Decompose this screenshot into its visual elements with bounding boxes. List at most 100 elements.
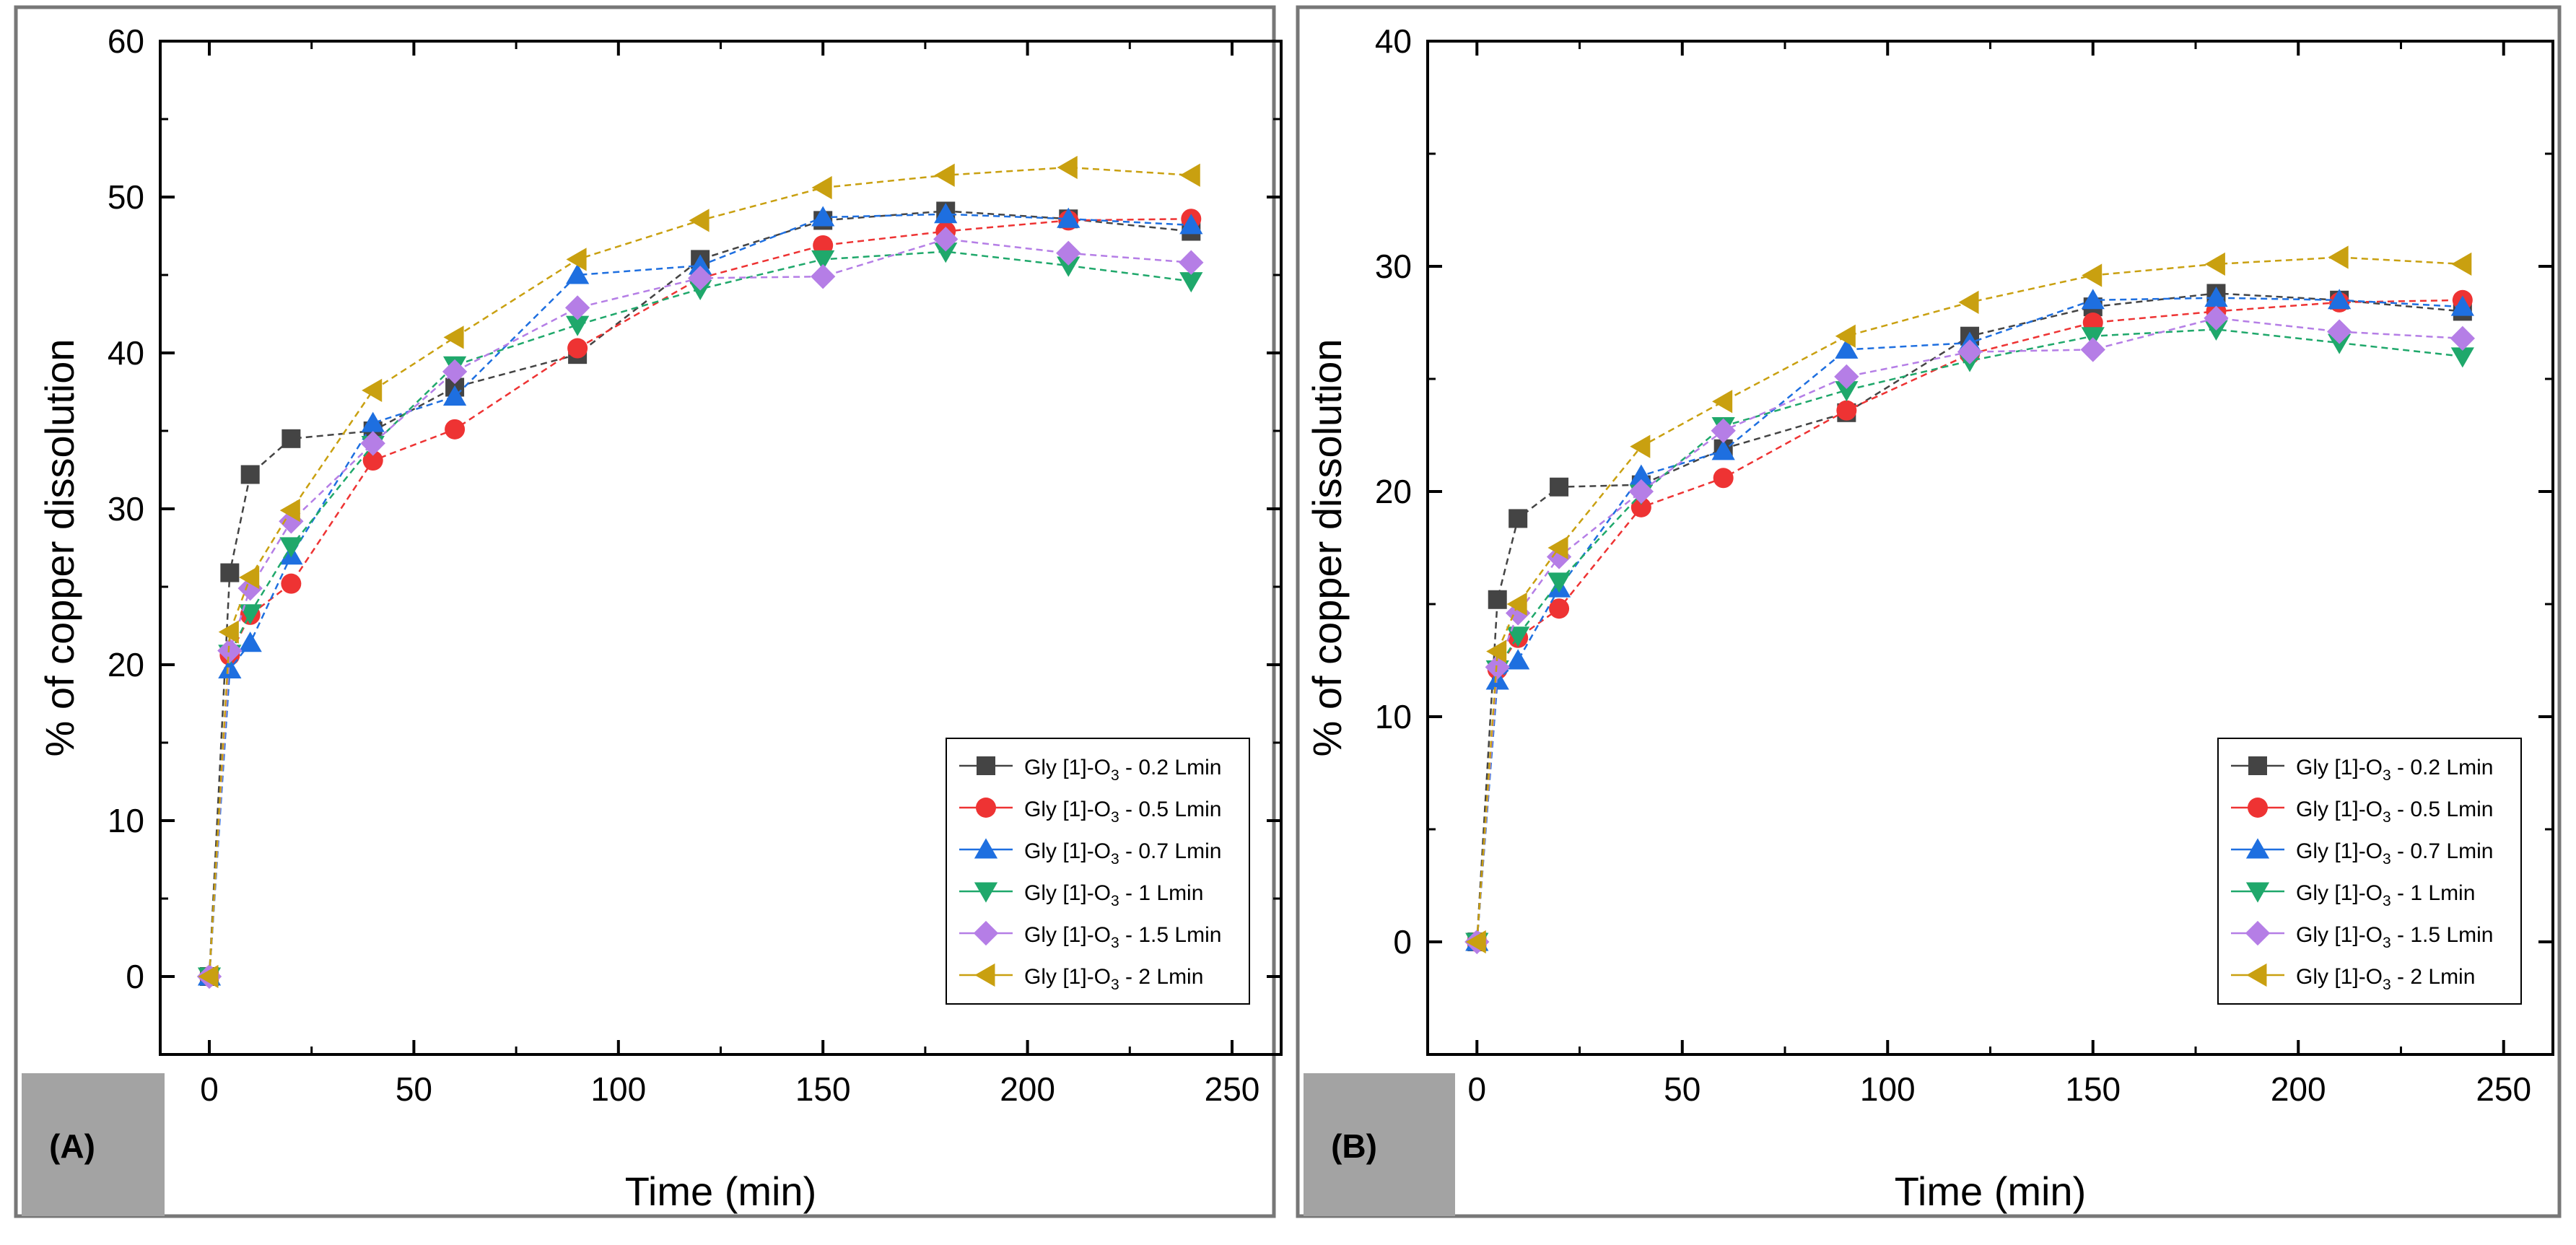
data-point [1628,479,1654,504]
y-tick-label: 40 [108,334,144,372]
data-point [689,209,710,232]
series-line [208,250,1192,977]
legend-marker [2248,798,2268,818]
data-point [1486,639,1507,663]
data-point [1835,338,1859,359]
x-tick-label: 100 [1860,1070,1916,1108]
data-point [360,431,385,456]
legend-label: Gly [1]-O3 - 0.5 Lmin [2296,798,2493,826]
data-point [1630,434,1651,458]
data-point [240,465,260,484]
panel-label-box [22,1073,165,1216]
legend-label: Gly [1]-O3 - 1 Lmin [1024,881,1203,909]
y-tick-label: 20 [108,646,144,683]
series-line [208,210,1192,977]
panel-frame [14,5,1276,1218]
data-point [1711,418,1736,443]
data-point [1835,381,1859,402]
x-tick-label: 150 [2065,1070,2121,1108]
x-tick-label: 200 [2271,1070,2326,1108]
data-point [1465,930,1486,954]
series-line [1476,256,2463,943]
legend-label: Gly [1]-O3 - 2 Lmin [1024,965,1203,993]
data-point [1550,477,1569,497]
data-point [1057,256,1080,277]
legend-marker [974,963,995,987]
data-point [362,378,383,402]
x-tick-label: 150 [795,1070,851,1108]
data-point [2081,289,2105,310]
data-point [1179,163,1200,187]
data-point [2450,347,2474,368]
series-line [1476,292,2463,943]
data-point [1713,468,1734,489]
data-point [811,175,832,200]
legend-label: Gly [1]-O3 - 0.2 Lmin [1024,756,1221,784]
x-axis-title: Time (min) [1895,1168,2086,1214]
data-point [2450,326,2475,351]
data-point [1506,592,1527,616]
y-tick-label: 20 [1375,473,1412,510]
data-point [811,264,836,289]
panel-label-box [1304,1073,1455,1216]
data-point [279,509,304,534]
legend-label: Gly [1]-O3 - 1.5 Lmin [1024,923,1221,951]
series-line [208,166,1192,977]
series-5 [196,227,1204,990]
data-point [689,254,712,275]
panel-label: (B) [1331,1127,1377,1165]
data-point [1179,272,1203,293]
data-point [2328,289,2352,310]
y-tick-label: 30 [1375,248,1412,285]
data-point [934,243,958,263]
data-point [442,359,468,385]
data-point [688,266,713,291]
series-line [208,238,1192,977]
series-line [1476,317,2463,943]
data-point [1630,497,1651,517]
y-axis-title: % of copper dissolution [1304,338,1350,756]
x-tick-label: 0 [200,1070,219,1108]
legend-label: Gly [1]-O3 - 2 Lmin [2296,965,2475,993]
data-point [1057,155,1078,180]
series-line [1476,328,2463,943]
data-point [281,429,301,448]
data-point [1179,214,1203,235]
data-point [1056,240,1081,266]
data-point [2451,252,2472,276]
y-tick-label: 50 [108,178,144,216]
y-tick-label: 40 [1375,22,1412,60]
data-point [1179,250,1204,275]
legend-marker [974,882,998,903]
panel-a: 0 10 20 30 40 50 60 0 50 100 150 200 250 Time (min) % … [14,5,1283,1218]
legend-label: Gly [1]-O3 - 1.5 Lmin [2296,923,2493,951]
x-tick-label: 50 [1664,1070,1700,1108]
panel-label: (A) [49,1127,95,1165]
x-tick-label: 250 [2476,1070,2531,1108]
data-point [1711,440,1735,460]
data-point [934,163,955,187]
legend-marker [973,920,999,946]
data-point [1958,290,1979,315]
y-tick-label: 0 [1393,923,1412,961]
data-point [1509,509,1528,528]
x-tick-label: 50 [396,1070,432,1108]
legend-label: Gly [1]-O3 - 0.2 Lmin [2296,756,2493,784]
data-point [2080,337,2105,362]
legend-label: Gly [1]-O3 - 0.7 Lmin [1024,839,1221,868]
data-point [811,250,835,271]
data-point [1712,390,1733,414]
data-point [1506,649,1530,670]
data-point [2326,319,2352,344]
data-point [1547,536,1568,560]
data-point [1488,590,1507,609]
data-point [238,632,262,652]
legend-marker [2246,963,2267,987]
data-point [217,638,243,663]
series-6 [1465,245,2472,954]
data-point [281,573,302,594]
data-point [1506,626,1530,647]
data-point [2204,287,2228,307]
data-point [218,620,239,644]
